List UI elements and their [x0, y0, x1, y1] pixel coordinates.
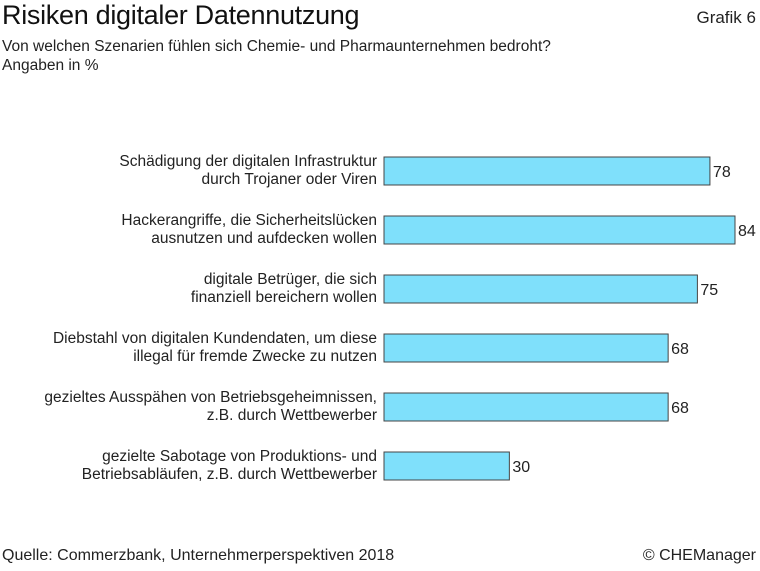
value-label-1: 78 [713, 164, 731, 181]
bar-3 [383, 274, 698, 304]
unit-note: Angaben in % [2, 57, 99, 74]
source-note: Quelle: Commerzbank, Unternehmerperspekt… [2, 547, 395, 564]
category-label-3: digitale Betrüger, die sich finanziell be… [191, 271, 377, 306]
category-label-1: Schädigung der digitalen Infrastruktur du… [119, 153, 377, 188]
category-label-2: Hackerangriffe, die Sicherheitslücken aus… [121, 212, 377, 247]
value-label-3: 75 [700, 282, 718, 299]
value-label-5: 68 [671, 400, 689, 417]
bar-1 [383, 156, 711, 186]
chart-subtitle: Von welchen Szenarien fühlen sich Chemie… [2, 38, 551, 55]
bar-2 [383, 215, 736, 245]
bar-4 [383, 333, 669, 363]
bar-5 [383, 392, 669, 422]
value-label-4: 68 [671, 341, 689, 358]
value-label-2: 84 [738, 223, 756, 240]
category-label-6: gezielte Sabotage von Produktions- und Be… [82, 448, 377, 483]
chart-title: Risiken digitaler Datennutzung [2, 0, 360, 30]
copyright-note: © CHEManager [642, 547, 756, 564]
category-label-4: Diebstahl von digitalen Kundendaten, um … [53, 330, 377, 365]
figure-tag: Grafik 6 [696, 8, 756, 27]
bar-6 [383, 451, 510, 481]
value-label-6: 30 [512, 459, 530, 476]
category-label-5: gezieltes Ausspähen von Betriebsgeheimni… [44, 389, 377, 424]
